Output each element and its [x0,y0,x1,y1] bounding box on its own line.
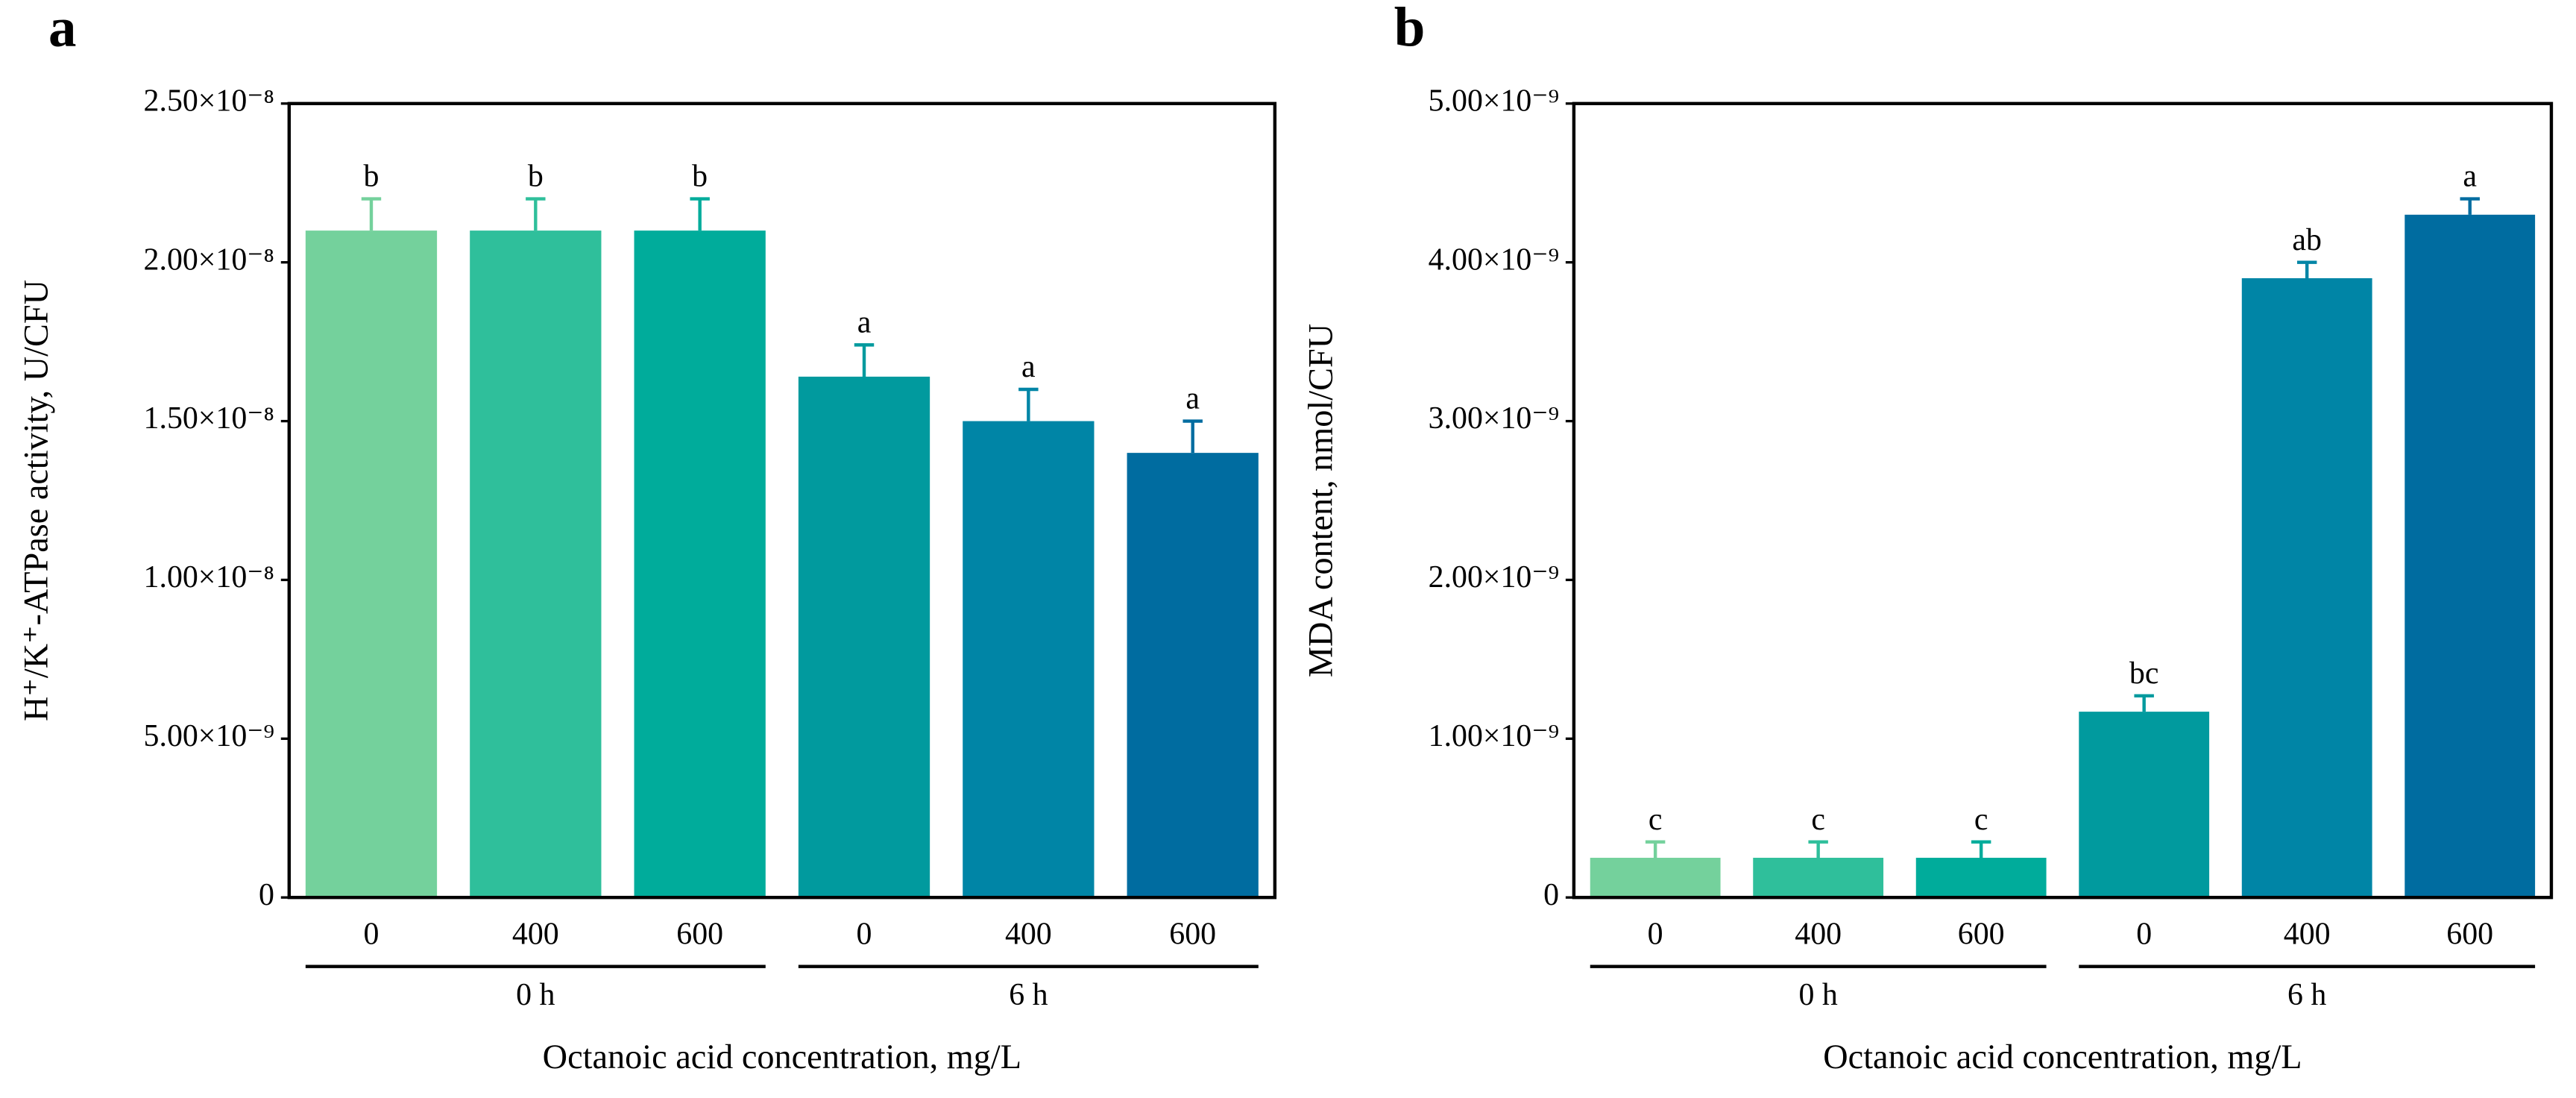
error-bar [1808,840,1828,858]
y-tick-label: 3.00×10⁻⁹ [1429,401,1559,436]
y-tick-label: 1.50×10⁻⁸ [144,401,274,436]
error-bar [361,197,382,231]
significance-letter: c [1648,803,1663,837]
group-label: 6 h [2287,978,2326,1012]
group-label: 6 h [1009,978,1048,1012]
y-tick-label: 5.00×10⁻⁹ [144,719,274,753]
y-tick-label: 2.50×10⁻⁸ [144,84,274,118]
bar [798,376,930,898]
y-tick-label: 2.00×10⁻⁹ [1429,560,1559,595]
x-tick-label: 400 [1795,917,1842,952]
x-tick-label: 600 [1169,917,1216,952]
bar [1127,453,1259,898]
bar [1590,857,1721,898]
plot-frame [1572,101,2554,900]
significance-letter: b [528,160,544,194]
bar [634,230,766,898]
error-bar [1018,387,1039,421]
x-tick-label: 0 [1648,917,1663,952]
significance-letter: c [1811,803,1825,837]
significance-letter: b [364,160,380,194]
x-tick-label: 0 [2136,917,2152,952]
x-tick-label: 400 [512,917,559,952]
y-tick-label: 0 [259,878,274,912]
y-axis-title: H⁺/K⁺-ATPase activity, U/CFU [18,280,56,721]
y-axis-title: MDA content, nmol/CFU [1303,324,1341,677]
error-bar [1645,840,1666,858]
error-bar [2134,694,2154,712]
significance-letter: a [2463,160,2477,194]
bar [2079,712,2210,898]
x-tick-label: 400 [1005,917,1052,952]
y-tick-label: 1.00×10⁻⁸ [144,560,274,595]
group-label: 0 h [1798,978,1837,1012]
x-axis-title: Octanoic acid concentration, mg/L [1823,1038,2302,1076]
error-bar [2296,260,2317,278]
significance-letter: c [1974,803,1988,837]
error-bar [854,343,875,377]
error-bar [526,197,546,231]
bar [2405,214,2536,898]
y-tick-label: 4.00×10⁻⁹ [1429,242,1559,277]
bar [1915,857,2047,898]
bar [470,230,602,898]
x-tick-label: 600 [2446,917,2493,952]
y-tick-label: 2.00×10⁻⁸ [144,242,274,277]
panel-label: a [48,0,76,58]
plot-frame [287,101,1277,900]
error-bar [690,197,710,231]
significance-letter: a [1021,350,1036,384]
panel-label: b [1394,0,1426,58]
group-label: 0 h [516,978,555,1012]
x-tick-label: 600 [676,917,723,952]
bar [963,421,1095,898]
x-tick-label: 400 [2284,917,2331,952]
error-bar [1971,840,1991,858]
error-bar [2460,197,2480,215]
significance-letter: a [1185,382,1200,416]
x-tick-label: 600 [1958,917,2005,952]
error-bar [1182,419,1203,454]
bar [1753,857,1884,898]
significance-letter: a [857,306,872,340]
significance-letter: bc [2129,656,2159,691]
significance-letter: b [692,160,708,194]
y-tick-label: 5.00×10⁻⁹ [1429,84,1559,118]
bar [2241,277,2372,898]
y-tick-label: 1.00×10⁻⁹ [1429,719,1559,753]
x-tick-label: 0 [364,917,380,952]
x-tick-label: 0 [857,917,872,952]
significance-letter: ab [2292,223,2322,257]
x-axis-title: Octanoic acid concentration, mg/L [543,1038,1021,1076]
bar [305,230,438,898]
y-tick-label: 0 [1543,878,1559,912]
